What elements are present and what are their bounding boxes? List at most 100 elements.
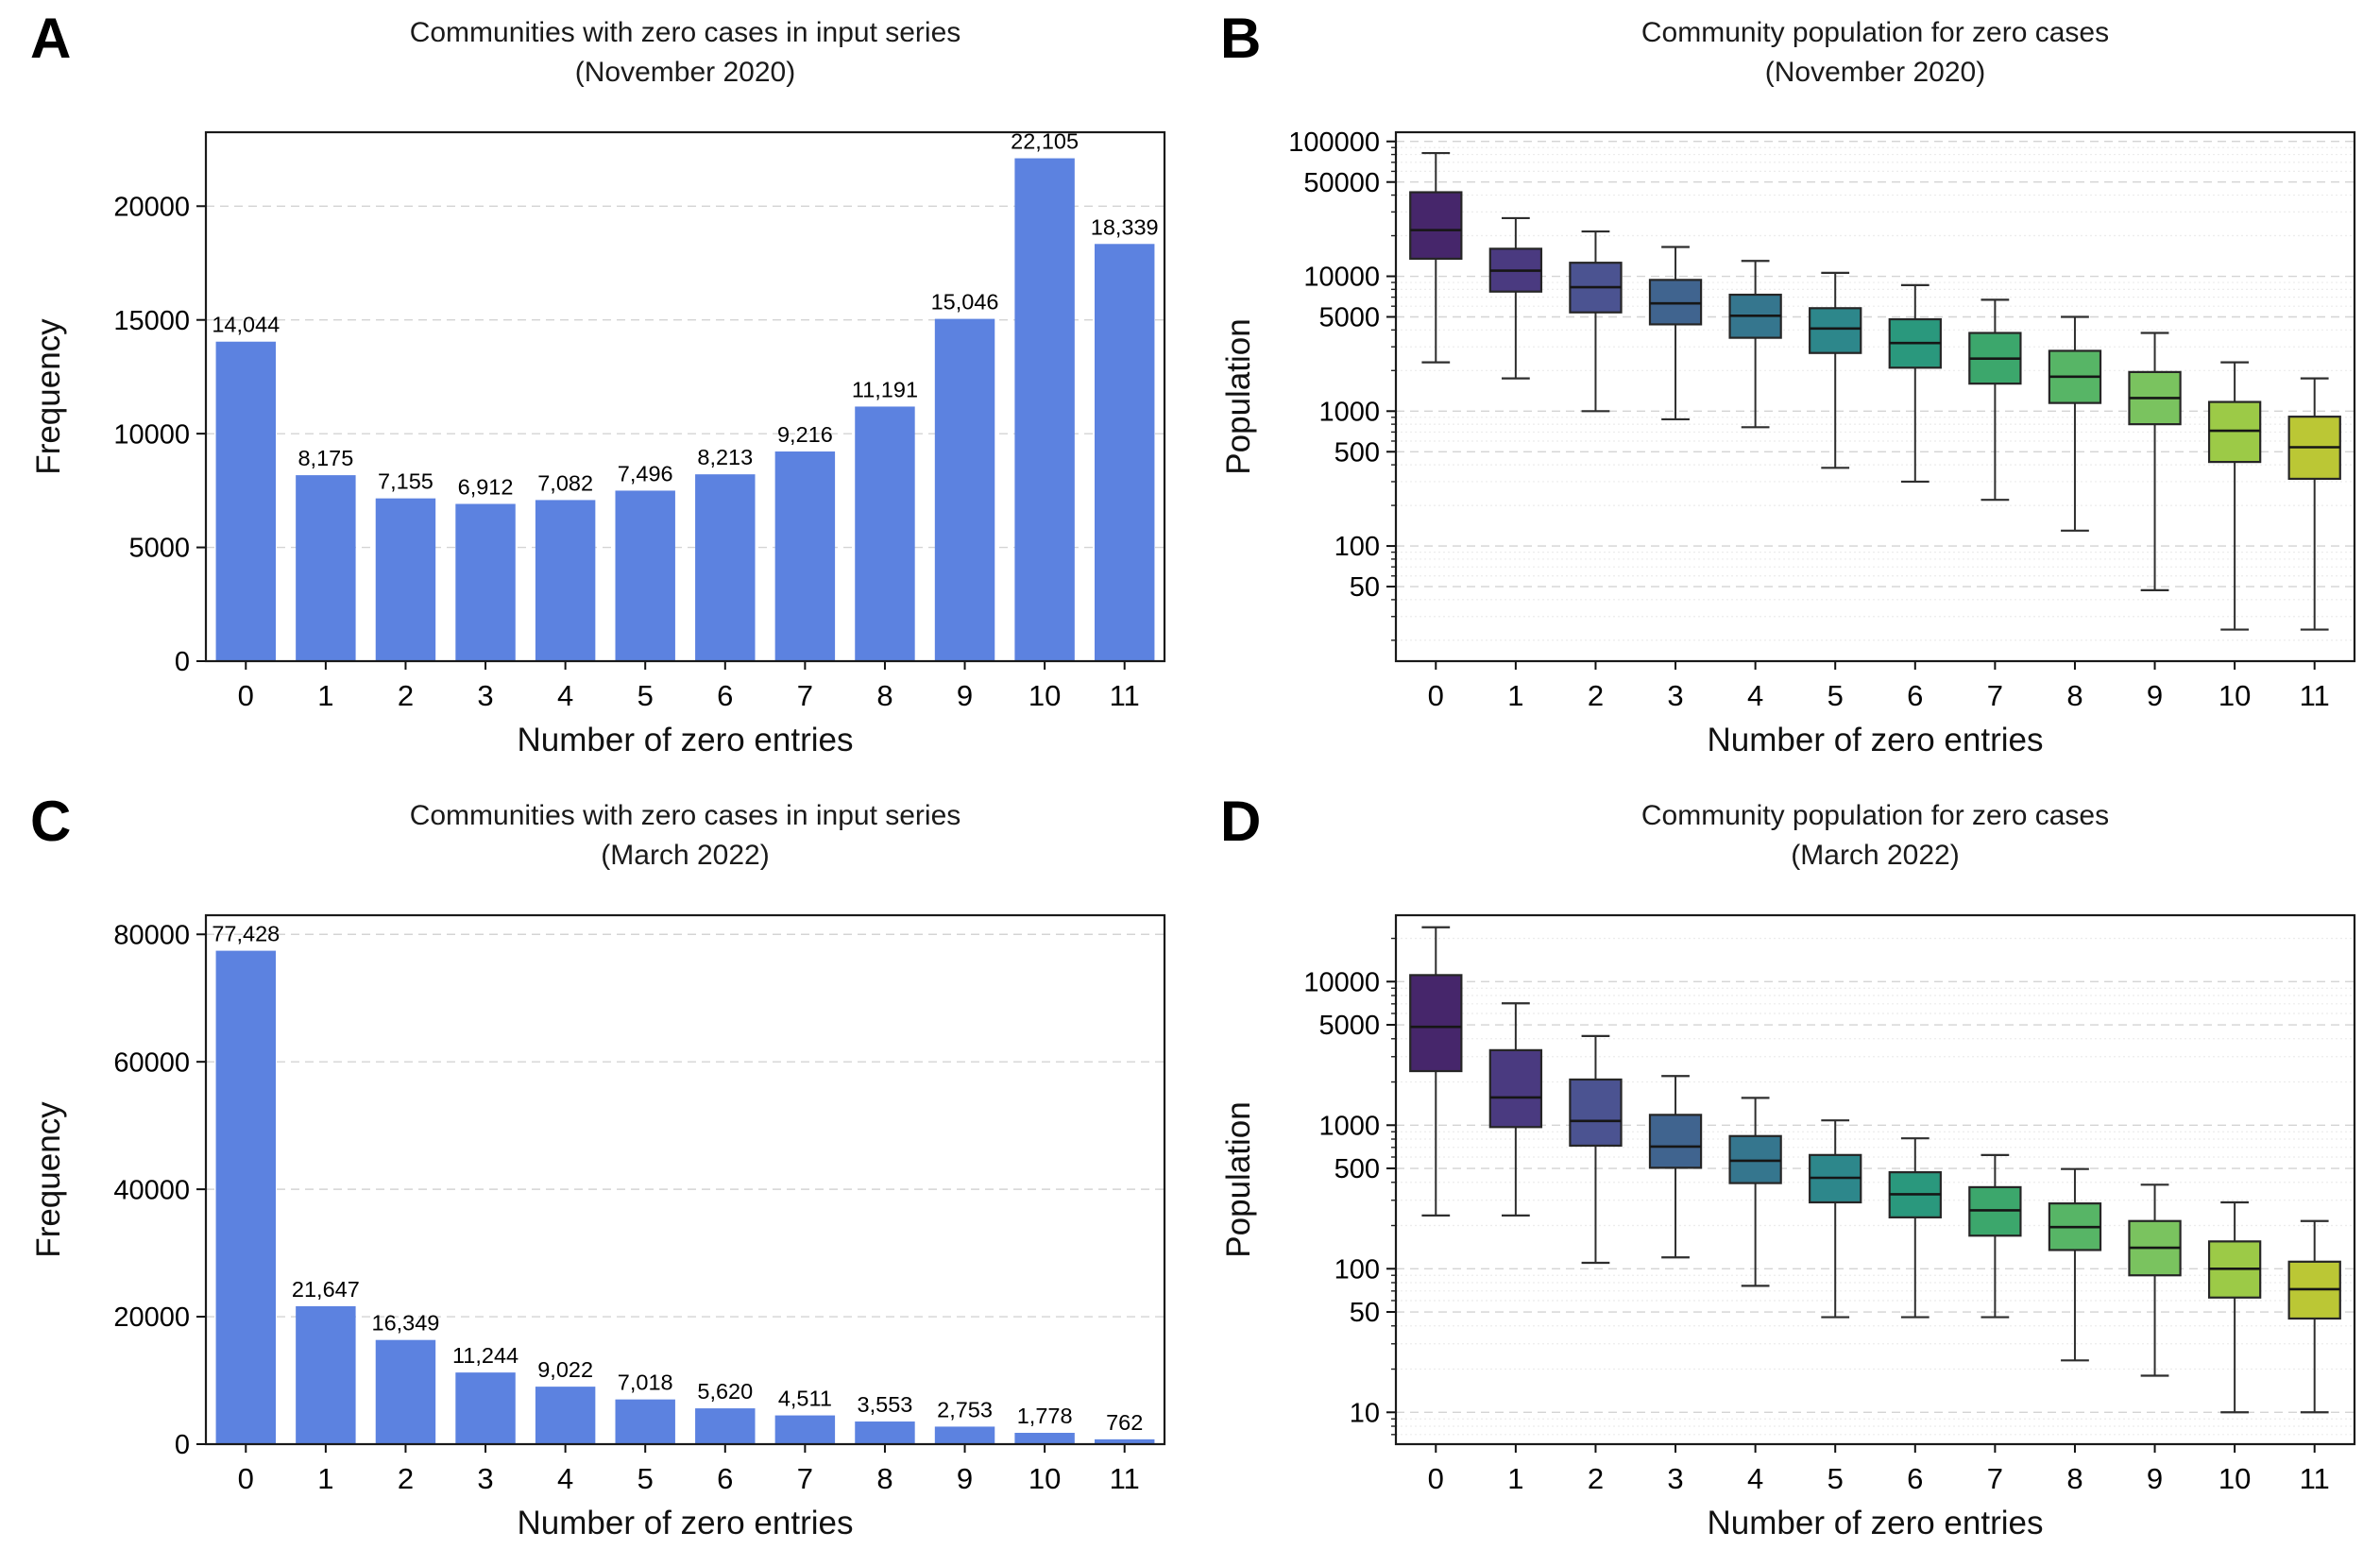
box [1409, 191, 1463, 261]
bar [296, 475, 356, 661]
x-tick-label: 2 [1588, 679, 1604, 712]
x-tick-label: 0 [238, 1462, 254, 1495]
box [1409, 974, 1463, 1073]
x-tick-label: 1 [1507, 679, 1523, 712]
x-tick-label: 11 [1110, 679, 1140, 712]
bar [296, 1305, 356, 1444]
x-tick-label: 11 [2300, 1462, 2330, 1495]
bar [375, 498, 436, 661]
box [1488, 1048, 1543, 1129]
y-tick-label: 80000 [113, 920, 190, 950]
x-tick-label: 5 [638, 679, 654, 712]
x-tick-label: 7 [797, 679, 813, 712]
bar [455, 503, 516, 661]
x-tick-label: 2 [1588, 1462, 1604, 1495]
x-tick-label: 6 [717, 1462, 733, 1495]
bar-value-label: 2,753 [937, 1397, 993, 1421]
y-tick-label: 10000 [1303, 263, 1380, 293]
x-tick-label: 11 [2300, 679, 2330, 712]
bar-value-label: 5,620 [697, 1379, 753, 1404]
y-tick-label: 100 [1334, 532, 1380, 562]
y-tick-label: 15000 [113, 306, 190, 336]
y-tick-label: 10000 [113, 419, 190, 450]
y-tick-label: 100000 [1288, 128, 1380, 158]
bar [375, 1339, 436, 1444]
bar-value-label: 14,044 [212, 313, 280, 337]
bar-value-label: 7,155 [378, 469, 434, 494]
title-line2: (March 2022) [601, 840, 770, 871]
y-tick-label: 0 [175, 1430, 190, 1460]
y-tick-label: 5000 [128, 534, 190, 564]
x-tick-label: 10 [2218, 679, 2251, 712]
bar-value-label: 9,022 [537, 1357, 593, 1382]
x-tick-label: 11 [1110, 1462, 1140, 1495]
title-line2: (November 2020) [574, 57, 796, 88]
bar [1094, 244, 1155, 661]
x-tick-label: 1 [1507, 1462, 1523, 1495]
x-tick-label: 6 [717, 679, 733, 712]
bar [934, 1426, 995, 1444]
y-tick-label: 20000 [113, 192, 190, 222]
x-tick-label: 6 [1907, 1462, 1923, 1495]
x-tick-label: 9 [957, 679, 973, 712]
bar [455, 1372, 516, 1444]
bar-value-label: 7,496 [618, 461, 673, 485]
box [1569, 1078, 1623, 1148]
title-line1: Community population for zero cases [1640, 17, 2110, 48]
x-tick-label: 0 [238, 679, 254, 712]
x-tick-label: 5 [1828, 1462, 1844, 1495]
chart-title-b: Community population for zero cases (Nov… [1396, 13, 2354, 93]
y-tick-label: 60000 [113, 1047, 190, 1078]
bar [774, 1415, 836, 1444]
y-tick-label: 500 [1334, 1154, 1380, 1184]
y-tick-label: 1000 [1318, 397, 1380, 427]
x-axis-label-b: Number of zero entries [1707, 722, 2044, 758]
bar [695, 1408, 756, 1444]
bar-value-label: 7,018 [618, 1370, 673, 1395]
bar-value-label: 11,191 [852, 377, 918, 401]
y-tick-label: 5000 [1318, 1011, 1380, 1041]
x-tick-label: 3 [1667, 679, 1683, 712]
bar-value-label: 3,553 [858, 1392, 913, 1417]
y-tick-label: 1000 [1318, 1111, 1380, 1141]
y-tick-label: 0 [175, 647, 190, 677]
panel-d: D Community population for zero cases (M… [1190, 783, 2380, 1566]
x-tick-label: 7 [1987, 679, 2003, 712]
x-tick-label: 4 [1747, 679, 1763, 712]
x-tick-label: 3 [1667, 1462, 1683, 1495]
bar-value-label: 77,428 [212, 922, 280, 946]
x-tick-label: 8 [876, 1462, 892, 1495]
x-tick-label: 7 [797, 1462, 813, 1495]
bar-value-label: 4,511 [778, 1387, 832, 1411]
x-tick-label: 10 [2218, 1462, 2251, 1495]
box [1648, 1114, 1703, 1169]
x-tick-label: 6 [1907, 679, 1923, 712]
y-tick-label: 50000 [1303, 168, 1380, 198]
y-tick-label: 10000 [1303, 967, 1380, 997]
bar [215, 950, 277, 1444]
title-line2: (March 2022) [1791, 840, 1960, 871]
y-tick-label: 40000 [113, 1175, 190, 1205]
x-tick-label: 5 [638, 1462, 654, 1495]
x-tick-label: 8 [2066, 1462, 2082, 1495]
bar [774, 451, 836, 661]
y-tick-label: 50 [1350, 572, 1380, 603]
panel-letter-b: B [1220, 7, 1262, 70]
bar [855, 1421, 915, 1444]
bar-value-label: 21,647 [292, 1277, 360, 1302]
y-tick-label: 500 [1334, 437, 1380, 468]
x-tick-label: 8 [2066, 679, 2082, 712]
bar [215, 341, 277, 661]
panel-letter-d: D [1220, 790, 1262, 853]
bar-value-label: 16,349 [372, 1311, 440, 1336]
chart-title-a: Communities with zero cases in input ser… [206, 13, 1164, 93]
x-tick-label: 4 [1747, 1462, 1763, 1495]
y-tick-label: 10 [1350, 1398, 1380, 1428]
y-tick-label: 20000 [113, 1302, 190, 1333]
bar [1014, 1433, 1075, 1444]
panel-letter-c: C [30, 790, 72, 853]
bar [535, 1387, 596, 1444]
x-axis-label-a: Number of zero entries [517, 722, 854, 758]
